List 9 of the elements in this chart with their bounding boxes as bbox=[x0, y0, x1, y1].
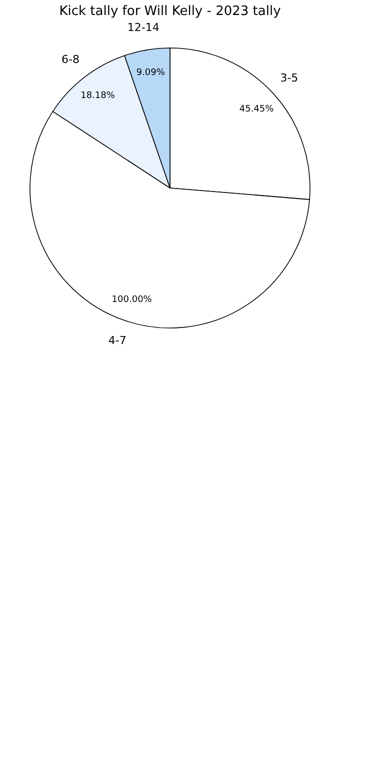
slice-label: 3-5 bbox=[280, 71, 298, 84]
data-label: 18.18% bbox=[80, 91, 116, 102]
data-label: 45.45% bbox=[239, 104, 274, 114]
data-label: 9.09% bbox=[136, 68, 166, 78]
data-label: 100.00% bbox=[112, 295, 152, 306]
chart-title: Kick tally for Will Kelly - 2023 tally bbox=[59, 4, 282, 20]
slice-label: 12-14 bbox=[127, 21, 160, 34]
slice-label: 4-7 bbox=[108, 334, 126, 348]
slice-label: 6-8 bbox=[62, 53, 80, 66]
